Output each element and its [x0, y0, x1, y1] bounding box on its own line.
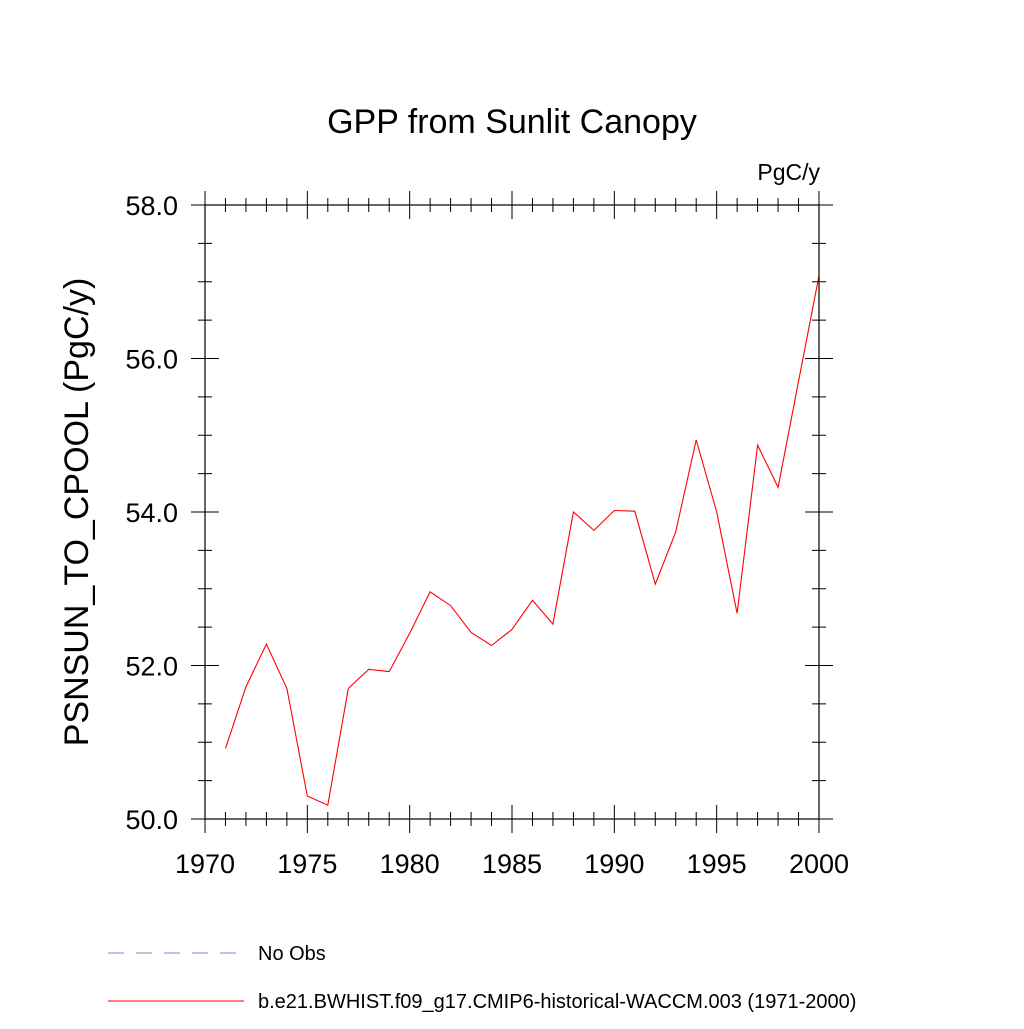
y-axis-label: PSNSUN_TO_CPOOL (PgC/y): [58, 278, 96, 747]
y-tick-label: 52.0: [125, 652, 178, 682]
y-tick-label: 56.0: [125, 345, 178, 375]
legend: No Obs b.e21.BWHIST.f09_g17.CMIP6-histori…: [108, 943, 856, 1013]
major-ticks: [191, 191, 833, 833]
chart-title: GPP from Sunlit Canopy: [327, 103, 697, 141]
plot-frame: [204, 204, 820, 820]
x-tick-label: 1985: [482, 849, 542, 879]
units-label: PgC/y: [757, 159, 820, 185]
y-tick-label: 54.0: [125, 498, 178, 528]
legend-label: No Obs: [258, 943, 326, 965]
x-tick-label: 1970: [175, 849, 235, 879]
tick-labels: 1970 1975 1980 1985 1990 1995 2000 50.0 52.0 54.0…: [125, 191, 849, 879]
series-line: [224, 275, 820, 806]
x-tick-label: 1995: [687, 849, 747, 879]
y-tick-label: 50.0: [125, 805, 178, 835]
x-tick-label: 1990: [584, 849, 644, 879]
x-tick-label: 2000: [789, 849, 849, 879]
minor-ticks: [198, 198, 826, 826]
x-tick-label: 1980: [380, 849, 440, 879]
legend-label: b.e21.BWHIST.f09_g17.CMIP6-historical-WA…: [258, 991, 856, 1013]
x-tick-label: 1975: [277, 849, 337, 879]
series-layer: [224, 275, 820, 806]
y-tick-label: 58.0: [125, 191, 178, 221]
